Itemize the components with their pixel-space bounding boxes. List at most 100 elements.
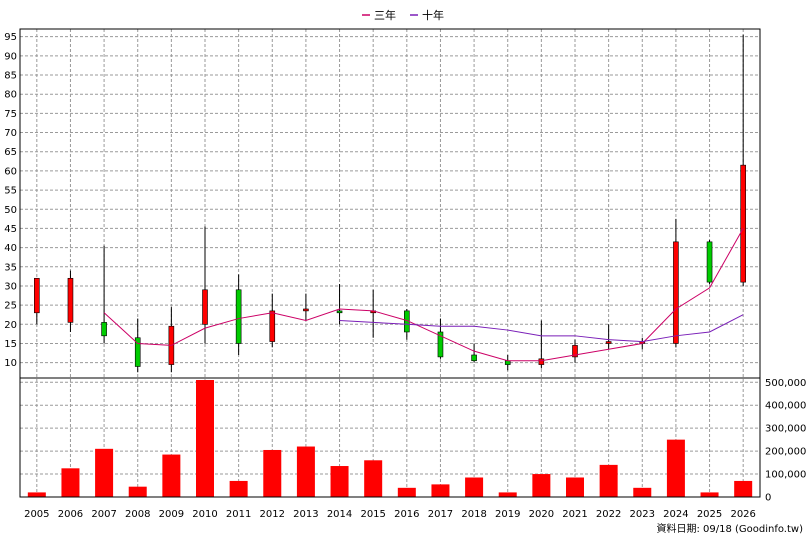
price-tick-label: 30	[4, 281, 17, 292]
ma3-line	[103, 228, 744, 362]
volume-bar	[431, 484, 450, 497]
price-tick-label: 80	[4, 90, 17, 101]
candlesticks	[34, 34, 746, 373]
candle-body	[740, 164, 746, 283]
candle-body	[706, 241, 713, 283]
volume-tick-label: 100,000	[765, 470, 806, 481]
x-tick-label: 2025	[697, 509, 722, 520]
chart-legend: 三年 十年	[362, 8, 444, 22]
volume-axis: 0 100,000 200,000 300,000 400,000 500,000	[765, 378, 806, 504]
price-tick-label: 60	[4, 166, 17, 177]
candle-body	[202, 289, 208, 325]
candle-body	[101, 322, 107, 337]
x-tick-label: 2023	[630, 509, 655, 520]
x-tick-label: 2026	[730, 509, 755, 520]
candle-body	[34, 277, 40, 314]
volume-bar	[666, 439, 685, 497]
candle-body	[303, 308, 309, 312]
x-tick-label: 2021	[562, 509, 587, 520]
price-tick-label: 55	[4, 186, 17, 197]
moving-average-lines	[103, 228, 744, 362]
volume-bar	[734, 480, 753, 497]
volume-bar	[566, 477, 584, 497]
volume-bar	[465, 477, 484, 497]
price-tick-label: 20	[4, 320, 17, 331]
volume-bar	[599, 464, 618, 497]
volume-tick-label: 0	[765, 493, 771, 504]
x-tick-label: 2015	[360, 509, 385, 520]
x-tick-label: 2007	[91, 509, 116, 520]
x-tick-label: 2020	[529, 509, 554, 520]
volume-bar	[263, 449, 282, 497]
x-axis: 2005 2006 2007 2008 2009 2010 2011 2012 2013 2014…	[24, 509, 756, 520]
price-tick-label: 65	[4, 147, 17, 158]
candle-body	[134, 337, 141, 367]
candle-body	[67, 277, 74, 323]
x-tick-label: 2005	[24, 509, 49, 520]
x-tick-label: 2016	[394, 509, 419, 520]
candle-body	[336, 310, 343, 314]
x-tick-label: 2010	[192, 509, 217, 520]
volume-bars	[27, 380, 753, 497]
legend-label: 三年	[374, 8, 396, 22]
price-tick-label: 35	[4, 262, 17, 273]
price-tick-label: 40	[4, 243, 17, 254]
volume-bar	[364, 460, 383, 497]
x-tick-label: 2014	[327, 509, 352, 520]
volume-bar	[27, 492, 46, 497]
grid	[20, 29, 760, 497]
price-tick-label: 45	[4, 224, 17, 235]
candle-body	[437, 331, 444, 358]
ma10-line	[339, 314, 744, 343]
x-tick-label: 2019	[495, 509, 520, 520]
x-tick-label: 2017	[428, 509, 453, 520]
candle-body	[538, 358, 545, 365]
volume-bar	[296, 446, 315, 497]
candle-body	[504, 360, 511, 365]
volume-bar	[700, 492, 719, 497]
x-tick-label: 2011	[226, 509, 251, 520]
x-tick-label: 2013	[293, 509, 318, 520]
price-tick-label: 15	[4, 339, 17, 350]
footer-note: 資料日期: 09/18 (Goodinfo.tw)	[656, 522, 803, 535]
volume-bar	[128, 486, 147, 497]
price-tick-label: 50	[4, 205, 17, 216]
x-tick-label: 2012	[260, 509, 285, 520]
volume-bar	[162, 454, 181, 497]
volume-bar	[532, 474, 551, 497]
candle-body	[471, 354, 477, 362]
price-tick-label: 95	[4, 32, 17, 43]
x-tick-label: 2018	[461, 509, 486, 520]
price-tick-label: 85	[4, 71, 17, 82]
volume-tick-label: 300,000	[765, 424, 806, 435]
candle-body	[572, 345, 578, 358]
x-tick-label: 2009	[159, 509, 184, 520]
plot-frame	[19, 28, 761, 498]
volume-bar	[633, 487, 652, 497]
volume-tick-label: 500,000	[765, 378, 806, 389]
volume-bar	[229, 480, 248, 497]
legend-label: 十年	[422, 8, 444, 22]
price-tick-label: 90	[4, 51, 17, 62]
candle-body	[269, 310, 276, 342]
volume-tick-label: 200,000	[765, 447, 806, 458]
price-tick-label: 10	[4, 358, 17, 369]
x-tick-label: 2024	[663, 509, 688, 520]
price-tick-label: 75	[4, 109, 17, 120]
volume-tick-label: 400,000	[765, 401, 806, 412]
x-tick-label: 2022	[596, 509, 621, 520]
candle-body	[673, 241, 679, 344]
candle-body	[605, 341, 612, 344]
price-tick-label: 25	[4, 301, 17, 312]
price-axis: 10 15 20 25 30 35 40 45 50 55 60 65 70 75 80 85 90 95	[4, 32, 17, 369]
x-tick-label: 2006	[58, 509, 83, 520]
volume-bar	[196, 380, 214, 497]
volume-bar	[61, 468, 80, 497]
x-tick-label: 2008	[125, 509, 150, 520]
candle-body	[235, 289, 242, 344]
volume-bar	[397, 487, 416, 497]
price-tick-label: 70	[4, 128, 17, 139]
volume-bar	[95, 448, 114, 497]
volume-bar	[330, 466, 349, 497]
